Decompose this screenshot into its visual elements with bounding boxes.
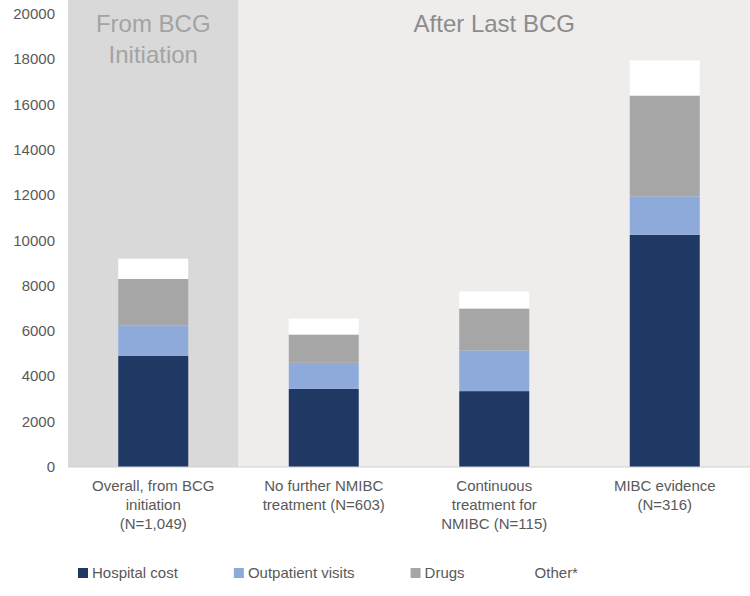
y-tick-label: 18000 bbox=[13, 50, 55, 67]
bar-segment bbox=[459, 308, 529, 350]
legend-label: Other* bbox=[535, 564, 579, 581]
bar-segment bbox=[118, 259, 188, 279]
x-tick-label-line: Continuous bbox=[456, 477, 532, 494]
x-tick-label: No further NMIBC treatment (N=603) bbox=[263, 477, 385, 513]
bar-segment bbox=[118, 325, 188, 356]
x-axis bbox=[68, 467, 750, 468]
x-tick-label: Continuous treatment for NMIBC (N=115) bbox=[441, 477, 547, 532]
x-tick-label-line: treatment for bbox=[452, 496, 537, 513]
x-tick-label-line: initiation bbox=[126, 496, 181, 513]
y-tick-label: 8000 bbox=[22, 277, 55, 294]
y-tick-label: 2000 bbox=[22, 413, 55, 430]
y-tick-label: 14000 bbox=[13, 141, 55, 158]
legend-label: Drugs bbox=[425, 564, 465, 581]
annotation-line: Initiation bbox=[109, 41, 198, 68]
legend-swatch bbox=[78, 568, 88, 578]
bar-segment bbox=[630, 196, 700, 235]
panel bbox=[68, 0, 239, 467]
annotation-line: After Last BCG bbox=[414, 10, 575, 37]
bar-segment bbox=[118, 279, 188, 325]
bars bbox=[118, 60, 700, 467]
annotation: After Last BCG bbox=[414, 10, 575, 37]
chart: From BCG Initiation After Last BCG 0 2000 400… bbox=[0, 0, 750, 596]
x-tick-label-line: treatment (N=603) bbox=[263, 496, 385, 513]
bar-segment bbox=[459, 391, 529, 467]
legend-label: Hospital cost bbox=[92, 564, 179, 581]
x-tick-label-line: MIBC evidence bbox=[614, 477, 716, 494]
y-tick-label: 4000 bbox=[22, 367, 55, 384]
x-tick-label-line: (N=1,049) bbox=[120, 515, 187, 532]
bar-segment bbox=[289, 319, 359, 335]
bar-segment bbox=[289, 334, 359, 362]
legend-swatch bbox=[521, 568, 531, 578]
x-tick-label: MIBC evidence (N=316) bbox=[614, 477, 716, 513]
y-tick-label: 20000 bbox=[13, 5, 55, 22]
bar-segment bbox=[289, 389, 359, 467]
bar-segment bbox=[630, 60, 700, 95]
legend-swatch bbox=[411, 568, 421, 578]
y-tick-label: 0 bbox=[47, 458, 55, 475]
x-tick-label: Overall, from BCG initiation (N=1,049) bbox=[92, 477, 215, 532]
y-tick-label: 10000 bbox=[13, 232, 55, 249]
bar-segment bbox=[118, 356, 188, 467]
bar-segment bbox=[459, 291, 529, 308]
y-tick-label: 16000 bbox=[13, 96, 55, 113]
bar-segment bbox=[630, 96, 700, 197]
x-tick-label-line: NMIBC (N=115) bbox=[441, 515, 547, 532]
y-tick-label: 12000 bbox=[13, 186, 55, 203]
bar-segment bbox=[630, 235, 700, 467]
bar-segment bbox=[459, 350, 529, 391]
panel bbox=[239, 0, 750, 467]
x-tick-label-line: No further NMIBC bbox=[264, 477, 383, 494]
bar-segment bbox=[289, 363, 359, 389]
annotation-line: From BCG bbox=[96, 10, 211, 37]
x-tick-label-line: (N=316) bbox=[637, 496, 692, 513]
annotation: From BCG Initiation bbox=[96, 10, 211, 68]
legend-label: Outpatient visits bbox=[248, 564, 355, 581]
x-tick-label-line: Overall, from BCG bbox=[92, 477, 215, 494]
legend-swatch bbox=[234, 568, 244, 578]
y-axis bbox=[68, 14, 69, 467]
y-tick-label: 6000 bbox=[22, 322, 55, 339]
